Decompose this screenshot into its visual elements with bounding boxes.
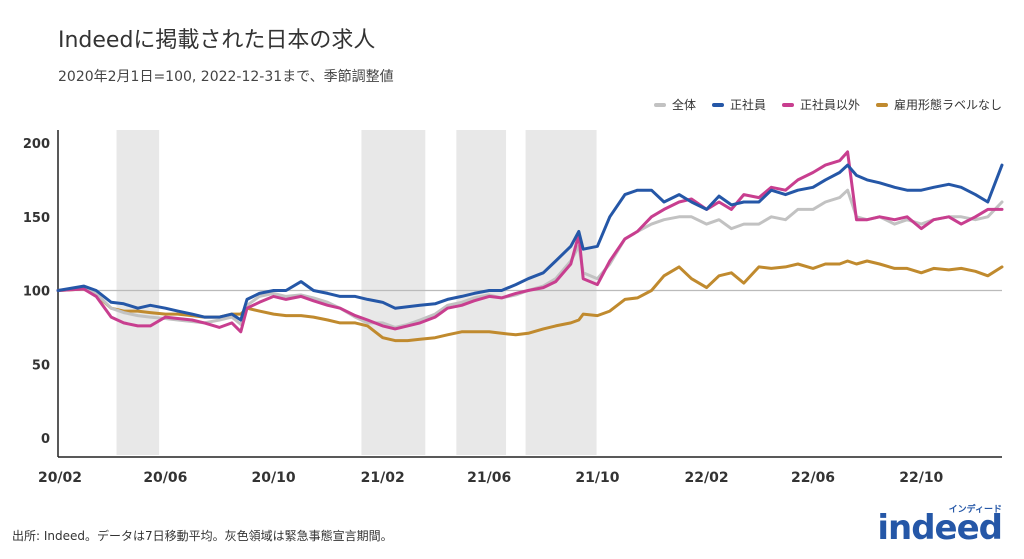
legend-item-nonregular: 正社員以外 — [781, 96, 860, 113]
x-tick-label-20-06: 20/06 — [143, 470, 187, 486]
y-tick-label-150: 150 — [23, 211, 50, 226]
legend-label-total: 全体 — [671, 98, 696, 112]
legend-label-nonregular: 正社員以外 — [799, 98, 860, 112]
series-line-regular — [56, 163, 1004, 322]
y-tick-label-50: 50 — [32, 358, 50, 373]
y-tick-label-0: 0 — [41, 432, 50, 447]
x-tick-label-20-02: 20/02 — [38, 470, 82, 486]
series-line-nonregular — [56, 150, 1004, 334]
chart-title: Indeedに掲載された日本の求人 — [58, 28, 376, 53]
indeed-logo: インディード indeed — [872, 502, 1003, 550]
x-tick-label-22-10: 22/10 — [899, 470, 943, 486]
logo-text: indeed — [877, 508, 1003, 548]
emergency-period-2 — [361, 130, 426, 455]
legend-swatch-unspecified — [875, 102, 888, 107]
x-tick-label-21-10: 21/10 — [575, 470, 619, 486]
legend-swatch-total — [653, 102, 666, 107]
legend-swatch-regular — [711, 102, 724, 107]
chart-subtitle: 2020年2月1日=100, 2022-12-31まで、季節調整値 — [58, 69, 394, 85]
emergency-period-1 — [116, 130, 160, 455]
legend-item-total: 全体 — [653, 96, 696, 113]
legend-label-unspecified: 雇用形態ラベルなし — [893, 98, 1002, 112]
y-tick-label-200: 200 — [23, 137, 50, 152]
legend-label-regular: 正社員 — [729, 98, 766, 112]
x-tick-label-22-06: 22/06 — [791, 470, 835, 486]
emergency-period-4 — [525, 130, 597, 455]
source-note: 出所: Indeed。データは7日移動平均。灰色領域は緊急事態宣言期間。 — [12, 529, 393, 543]
x-tick-label-21-06: 21/06 — [467, 470, 511, 486]
legend-item-regular: 正社員 — [711, 96, 766, 113]
x-tick-label-20-10: 20/10 — [252, 470, 296, 486]
logo-jp-text: インディード — [948, 505, 1002, 515]
x-tick-label-22-02: 22/02 — [685, 470, 729, 486]
x-tick-label-21-02: 21/02 — [361, 470, 405, 486]
chart-legend: 全体 正社員 正社員以外 雇用形態ラベルなし — [653, 96, 1002, 113]
legend-item-unspecified: 雇用形態ラベルなし — [875, 96, 1002, 113]
legend-swatch-nonregular — [781, 102, 794, 107]
y-tick-label-100: 100 — [23, 285, 50, 300]
